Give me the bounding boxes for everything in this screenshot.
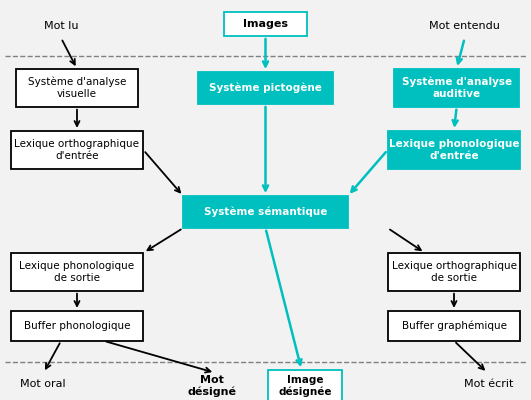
- Text: Image
désignée: Image désignée: [279, 375, 332, 397]
- FancyBboxPatch shape: [16, 69, 138, 107]
- Text: Buffer phonologique: Buffer phonologique: [24, 321, 130, 331]
- Text: Système d'analyse
visuelle: Système d'analyse visuelle: [28, 77, 126, 99]
- FancyBboxPatch shape: [183, 196, 348, 228]
- Text: Mot
désigné: Mot désigné: [188, 375, 237, 397]
- FancyBboxPatch shape: [11, 131, 143, 169]
- Text: Mot écrit: Mot écrit: [464, 379, 513, 389]
- FancyBboxPatch shape: [198, 72, 333, 104]
- Text: Lexique phonologique
de sortie: Lexique phonologique de sortie: [20, 261, 134, 283]
- FancyBboxPatch shape: [11, 253, 143, 291]
- FancyBboxPatch shape: [224, 12, 307, 36]
- FancyBboxPatch shape: [388, 131, 520, 169]
- Text: Système sémantique: Système sémantique: [204, 207, 327, 217]
- FancyBboxPatch shape: [11, 311, 143, 341]
- Text: Lexique orthographique
d'entrée: Lexique orthographique d'entrée: [14, 139, 140, 161]
- Text: Système d'analyse
auditive: Système d'analyse auditive: [401, 77, 512, 99]
- Text: Lexique orthographique
de sortie: Lexique orthographique de sortie: [391, 261, 517, 283]
- FancyBboxPatch shape: [388, 253, 520, 291]
- Text: Buffer graphémique: Buffer graphémique: [401, 321, 507, 331]
- Text: Mot entendu: Mot entendu: [429, 21, 500, 31]
- Text: Mot oral: Mot oral: [20, 379, 65, 389]
- Text: Système pictogène: Système pictogène: [209, 83, 322, 93]
- FancyBboxPatch shape: [388, 311, 520, 341]
- FancyBboxPatch shape: [268, 370, 342, 400]
- Text: Images: Images: [243, 19, 288, 29]
- Text: Lexique phonologique
d'entrée: Lexique phonologique d'entrée: [389, 139, 519, 161]
- Text: Mot lu: Mot lu: [44, 21, 78, 31]
- FancyBboxPatch shape: [394, 69, 519, 107]
